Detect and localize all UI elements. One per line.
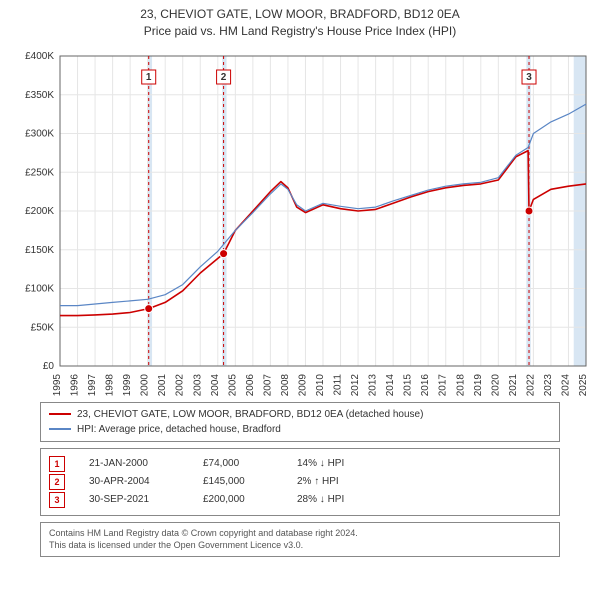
marker-table: 1 21-JAN-2000 £74,000 14% ↓ HPI 2 30-APR-2004… (40, 448, 560, 516)
x-axis-label: 2021 (508, 373, 519, 395)
marker-price: £74,000 (203, 455, 273, 473)
marker-badge: 1 (49, 456, 65, 472)
marker-badge-number: 1 (146, 72, 152, 83)
x-axis-label: 2001 (157, 373, 168, 395)
marker-badge-number: 3 (526, 72, 532, 83)
x-axis-label: 2006 (245, 373, 256, 395)
marker-point (220, 249, 228, 257)
x-axis-label: 2016 (420, 373, 431, 395)
marker-badge: 2 (49, 474, 65, 490)
y-axis-label: £350K (25, 89, 54, 100)
x-axis-label: 2015 (403, 373, 414, 395)
x-axis-label: 2024 (560, 373, 571, 395)
x-axis-label: 2004 (210, 373, 221, 395)
x-axis-label: 2009 (297, 373, 308, 395)
marker-price: £200,000 (203, 491, 273, 509)
y-axis-label: £300K (25, 128, 54, 139)
y-axis-label: £200K (25, 206, 54, 217)
chart-container: £0 £50K £100K £150K £200K £250K £300K £350K £400… (8, 46, 592, 396)
x-axis-label: 2005 (227, 373, 238, 395)
x-axis-label: 2014 (385, 373, 396, 395)
y-axis-label: £400K (25, 51, 54, 62)
legend-swatch (49, 428, 71, 430)
x-axis-label: 1999 (122, 373, 133, 395)
x-axis-label: 2012 (350, 373, 361, 395)
marker-badge-number: 2 (221, 72, 227, 83)
title-line-2: Price paid vs. HM Land Registry's House … (0, 23, 600, 40)
marker-diff: 28% ↓ HPI (297, 491, 387, 509)
y-axis-label: £250K (25, 167, 54, 178)
x-axis-label: 1995 (52, 373, 63, 395)
x-axis-label: 2011 (333, 373, 344, 395)
x-axis-label: 2018 (455, 373, 466, 395)
x-axis-label: 1996 (70, 373, 81, 395)
y-axis-label: £150K (25, 244, 54, 255)
x-axis-label: 2000 (140, 373, 151, 395)
x-axis-label: 2013 (368, 373, 379, 395)
legend-label: 23, CHEVIOT GATE, LOW MOOR, BRADFORD, BD… (77, 407, 423, 422)
x-axis-label: 2010 (315, 373, 326, 395)
marker-price: £145,000 (203, 473, 273, 491)
marker-date: 21-JAN-2000 (89, 455, 179, 473)
legend-label: HPI: Average price, detached house, Brad… (77, 422, 281, 437)
x-axis-label: 2003 (192, 373, 203, 395)
marker-row: 1 21-JAN-2000 £74,000 14% ↓ HPI (49, 455, 551, 473)
y-axis-label: £50K (31, 322, 55, 333)
line-chart: £0 £50K £100K £150K £200K £250K £300K £350K £400… (8, 46, 592, 396)
marker-row: 2 30-APR-2004 £145,000 2% ↑ HPI (49, 473, 551, 491)
marker-date: 30-APR-2004 (89, 473, 179, 491)
x-axis-label: 2022 (525, 373, 536, 395)
marker-point (525, 207, 533, 215)
attribution-line-2: This data is licensed under the Open Gov… (49, 539, 551, 552)
x-axis-label: 1998 (105, 373, 116, 395)
attribution: Contains HM Land Registry data © Crown c… (40, 522, 560, 557)
legend: 23, CHEVIOT GATE, LOW MOOR, BRADFORD, BD… (40, 402, 560, 442)
x-axis-label: 1997 (87, 373, 98, 395)
attribution-line-1: Contains HM Land Registry data © Crown c… (49, 527, 551, 540)
marker-date: 30-SEP-2021 (89, 491, 179, 509)
legend-row: 23, CHEVIOT GATE, LOW MOOR, BRADFORD, BD… (49, 407, 551, 422)
x-axis-label: 2017 (438, 373, 449, 395)
marker-point (145, 304, 153, 312)
x-axis-label: 2023 (543, 373, 554, 395)
x-axis-label: 2002 (175, 373, 186, 395)
title-line-1: 23, CHEVIOT GATE, LOW MOOR, BRADFORD, BD… (0, 6, 600, 23)
chart-title-block: 23, CHEVIOT GATE, LOW MOOR, BRADFORD, BD… (0, 0, 600, 40)
marker-row: 3 30-SEP-2021 £200,000 28% ↓ HPI (49, 491, 551, 509)
x-axis-label: 2025 (578, 373, 589, 395)
x-axis-label: 2008 (280, 373, 291, 395)
x-axis-label: 2007 (262, 373, 273, 395)
legend-swatch (49, 413, 71, 415)
y-axis-label: £0 (43, 361, 55, 372)
legend-row: HPI: Average price, detached house, Brad… (49, 422, 551, 437)
x-axis-label: 2019 (473, 373, 484, 395)
marker-diff: 2% ↑ HPI (297, 473, 387, 491)
x-axis-label: 2020 (490, 373, 501, 395)
marker-diff: 14% ↓ HPI (297, 455, 387, 473)
marker-badge: 3 (49, 492, 65, 508)
y-axis-label: £100K (25, 283, 54, 294)
